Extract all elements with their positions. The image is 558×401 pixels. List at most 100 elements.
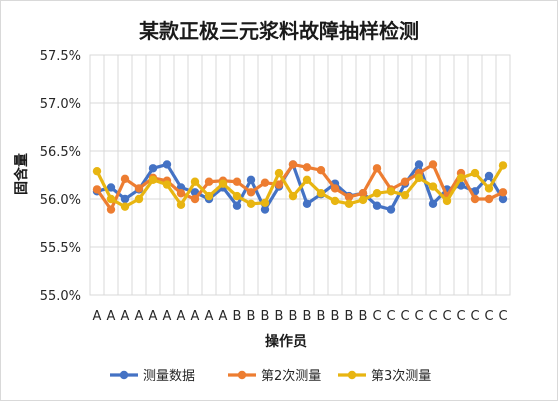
data-point: [456, 173, 466, 183]
data-point: [470, 168, 480, 178]
x-tick-label: C: [400, 309, 409, 324]
x-tick-label: A: [149, 309, 158, 324]
x-tick-label: A: [205, 309, 214, 324]
data-point: [106, 194, 116, 204]
x-tick-label: A: [191, 309, 200, 324]
x-tick-label: C: [484, 309, 493, 324]
data-point: [330, 184, 340, 193]
data-point: [330, 196, 340, 206]
y-tick-label: 57.5%: [40, 49, 81, 64]
x-tick-label: A: [135, 309, 144, 324]
data-point: [246, 188, 256, 197]
x-tick-label: A: [121, 309, 130, 324]
y-tick-label: 55.5%: [40, 241, 81, 256]
data-point: [302, 175, 312, 184]
x-tick-label: B: [359, 309, 368, 324]
data-point: [358, 195, 368, 205]
data-point: [218, 179, 228, 188]
data-point: [316, 189, 326, 198]
data-point: [92, 166, 102, 176]
y-tick-label: 57.0%: [40, 97, 81, 112]
y-tick-label: 56.5%: [40, 145, 81, 160]
data-point: [134, 194, 144, 204]
x-tick-label: B: [317, 309, 326, 324]
x-tick-label: C: [428, 309, 437, 324]
data-point: [428, 199, 438, 208]
data-point: [498, 194, 508, 204]
x-tick-label: A: [93, 309, 102, 324]
data-point: [162, 180, 172, 189]
x-tick-label: A: [177, 309, 186, 324]
y-axis-title: 固含量: [13, 153, 30, 195]
legend-label: 第3次测量: [371, 368, 431, 384]
data-point: [442, 196, 452, 206]
y-axis-ticks: 55.0% 55.5% 56.0% 56.5% 57.0% 57.5%: [40, 49, 81, 304]
data-point: [400, 190, 410, 200]
x-tick-label: B: [331, 309, 340, 324]
x-tick-label: C: [456, 309, 465, 324]
data-point: [372, 164, 382, 173]
data-point: [148, 164, 158, 173]
data-point: [344, 192, 354, 202]
x-tick-label: C: [386, 309, 395, 324]
x-tick-label: C: [414, 309, 423, 324]
data-point: [120, 202, 130, 211]
data-point: [246, 175, 256, 184]
x-tick-label: C: [498, 309, 507, 324]
x-tick-label: B: [275, 309, 284, 324]
y-tick-label: 55.0%: [40, 289, 81, 304]
data-point: [470, 194, 480, 204]
data-point: [176, 200, 186, 209]
legend-swatch-marker: [347, 370, 357, 380]
data-point: [260, 178, 270, 187]
data-point: [260, 198, 270, 208]
x-axis-title: 操作员: [265, 333, 307, 350]
x-tick-label: A: [107, 309, 116, 324]
data-point: [302, 199, 312, 208]
legend-item-3: 第3次测量: [338, 368, 431, 384]
series-layer: [92, 160, 508, 214]
data-point: [498, 188, 508, 197]
data-point: [106, 183, 116, 192]
data-point: [106, 205, 116, 214]
x-tick-label: B: [289, 309, 298, 324]
data-point: [288, 160, 298, 169]
data-point: [274, 180, 284, 189]
data-point: [260, 205, 270, 214]
series-3: [92, 161, 508, 211]
data-point: [134, 184, 144, 193]
data-point: [484, 194, 494, 204]
data-point: [288, 191, 298, 201]
x-tick-label: C: [470, 309, 479, 324]
x-tick-label: B: [247, 309, 256, 324]
legend: 测量数据 第2次测量 第3次测量: [110, 368, 431, 384]
x-tick-label: B: [303, 309, 312, 324]
x-tick-label: A: [163, 309, 172, 324]
x-tick-label: B: [261, 309, 270, 324]
data-point: [92, 185, 102, 194]
data-point: [344, 199, 354, 208]
series-2: [92, 160, 508, 214]
legend-label: 第2次测量: [261, 368, 321, 384]
data-point: [162, 160, 172, 169]
x-tick-label: A: [219, 309, 228, 324]
data-point: [190, 177, 200, 186]
chart-title: 某款正极三元浆料故障抽样检测: [139, 19, 419, 43]
legend-swatch-marker: [237, 370, 247, 380]
data-point: [386, 205, 396, 214]
data-point: [498, 161, 508, 170]
data-point: [246, 199, 256, 208]
data-point: [204, 177, 214, 186]
data-point: [176, 189, 186, 198]
data-point: [428, 160, 438, 169]
data-point: [386, 187, 396, 196]
x-tick-label: C: [442, 309, 451, 324]
data-point: [372, 201, 382, 210]
data-point: [316, 166, 326, 175]
data-point: [302, 163, 312, 172]
data-point: [358, 189, 368, 198]
data-point: [414, 160, 424, 169]
legend-label: 测量数据: [143, 369, 195, 384]
